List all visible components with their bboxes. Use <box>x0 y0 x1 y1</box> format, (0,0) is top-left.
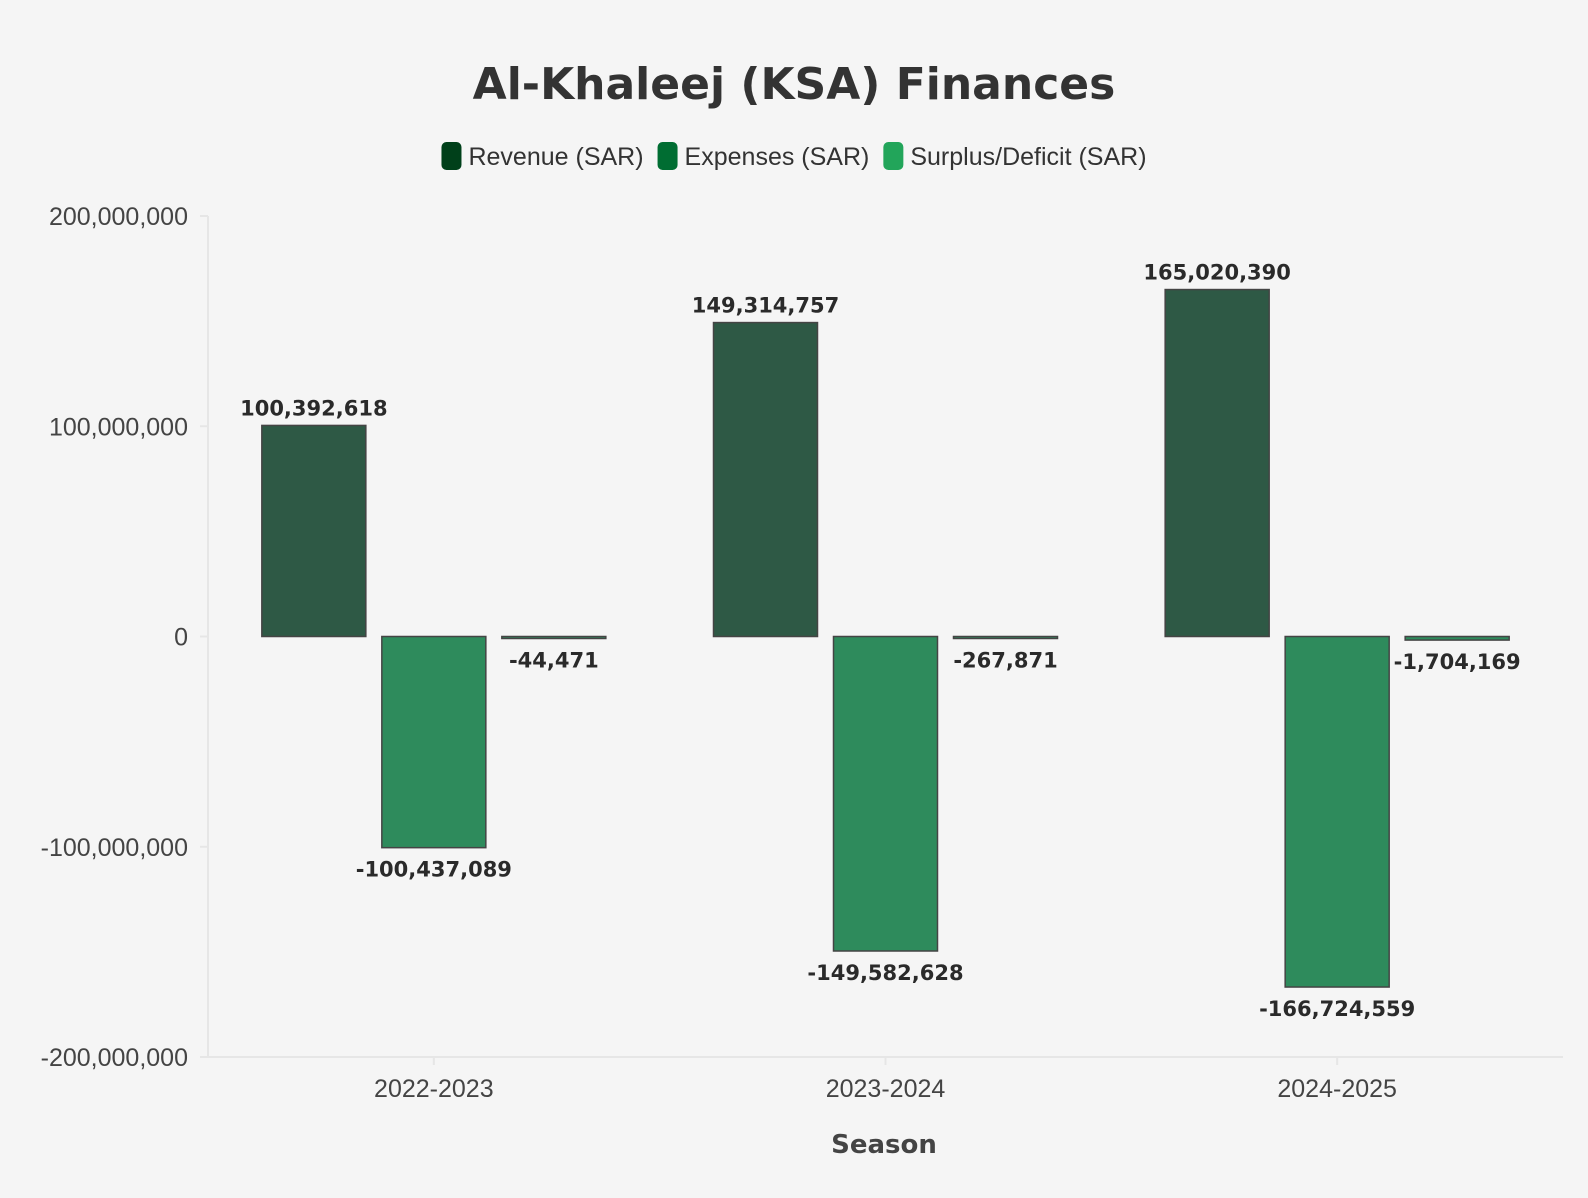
y-tick-label: 200,000,000 <box>49 203 188 231</box>
bar-revenue <box>1164 288 1270 638</box>
data-label: -166,724,559 <box>1259 997 1415 1021</box>
axes: 200,000,000 100,000,000 0 -100,000,000 -200,… <box>41 203 1563 1103</box>
y-tick-label: 0 <box>174 624 188 652</box>
data-label: 149,314,757 <box>692 294 839 318</box>
y-tick-label: 100,000,000 <box>49 413 188 441</box>
legend-label: Surplus/Deficit (SAR) <box>910 143 1146 171</box>
bar-surplus-deficit <box>501 635 607 640</box>
x-axis-title: Season <box>831 1130 937 1160</box>
legend-label: Revenue (SAR) <box>468 143 643 171</box>
bar-expenses <box>832 635 939 952</box>
data-label: 100,392,618 <box>240 396 387 420</box>
legend-item: Expenses (SAR) <box>657 142 870 171</box>
bar-expenses <box>1284 635 1390 988</box>
legend-swatch <box>441 142 462 170</box>
data-label: -1,704,169 <box>1394 650 1521 674</box>
data-label: -100,437,089 <box>356 858 512 882</box>
bar-surplus-deficit <box>1404 635 1510 641</box>
x-tick-label: 2022-2023 <box>374 1075 494 1103</box>
bar-expenses <box>381 635 487 849</box>
data-label: -44,471 <box>509 649 599 673</box>
data-label: -267,871 <box>953 649 1057 673</box>
bars <box>261 288 1510 988</box>
legend-swatch <box>883 142 904 170</box>
y-tick-label: -100,000,000 <box>41 834 188 862</box>
x-tick-label: 2023-2024 <box>826 1075 946 1103</box>
data-labels: 100,392,618 -100,437,089 -44,471 149,314,75… <box>240 261 1521 1021</box>
data-label: 165,020,390 <box>1143 261 1290 285</box>
bar-revenue <box>261 424 367 638</box>
bar-surplus-deficit <box>952 635 1059 640</box>
bar-revenue <box>712 321 819 638</box>
x-tick-label: 2024-2025 <box>1277 1075 1397 1103</box>
chart-title: Al-Khaleej (KSA) Finances <box>473 59 1116 110</box>
legend-item: Revenue (SAR) <box>441 142 644 171</box>
legend: Revenue (SAR) Expenses (SAR) Surplus/Defic… <box>441 142 1147 171</box>
y-tick-label: -200,000,000 <box>41 1044 188 1072</box>
legend-item: Surplus/Deficit (SAR) <box>883 142 1147 171</box>
legend-swatch <box>657 142 678 170</box>
legend-label: Expenses (SAR) <box>685 143 870 171</box>
data-label: -149,582,628 <box>807 961 963 985</box>
